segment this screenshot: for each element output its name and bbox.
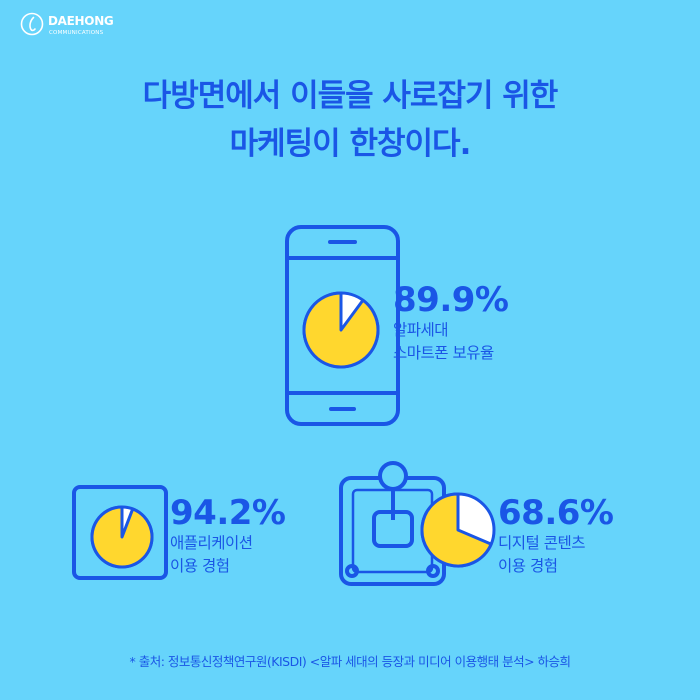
stat-desc-line-2: 이용 경험 bbox=[170, 557, 230, 575]
stat-desc-line-1: 애플리케이션 bbox=[170, 534, 253, 552]
tablet-icon bbox=[72, 485, 168, 580]
pie-slice bbox=[90, 505, 154, 569]
stat-desc-line-2: 이용 경험 bbox=[498, 557, 558, 575]
headline-line-1: 다방면에서 이들을 사로잡기 위한 bbox=[142, 78, 559, 114]
source-footnote: * 출처: 정보통신정책연구원(KISDI) <알파 세대의 등장과 미디어 이… bbox=[129, 654, 571, 669]
logo-mark-icon bbox=[20, 12, 44, 36]
stat-smartphone: 89.9% 알파세대 스마트폰 보유율 bbox=[393, 280, 509, 365]
stat-percent: 89.9% bbox=[393, 280, 509, 320]
brand-logo: DAEHONG COMMUNICATIONS bbox=[20, 12, 130, 42]
brand-name: DAEHONG bbox=[48, 14, 114, 28]
pie-app-usage bbox=[90, 505, 154, 569]
stat-percent: 68.6% bbox=[498, 493, 614, 533]
stat-content: 68.6% 디지털 콘텐츠 이용 경험 bbox=[498, 493, 614, 578]
pie-smartphone-ownership bbox=[302, 291, 380, 369]
pie-slice bbox=[302, 291, 380, 369]
stat-desc-line-1: 알파세대 bbox=[393, 321, 449, 339]
headline-line-2: 마케팅이 한창이다. bbox=[229, 126, 472, 162]
joystick-icon bbox=[339, 461, 446, 586]
stat-app: 94.2% 애플리케이션 이용 경험 bbox=[170, 493, 286, 578]
stat-desc-line-1: 디지털 콘텐츠 bbox=[498, 534, 586, 552]
pie-slice bbox=[420, 492, 493, 568]
headline: 다방면에서 이들을 사로잡기 위한 마케팅이 한창이다. bbox=[0, 72, 700, 168]
brand-sub: COMMUNICATIONS bbox=[49, 30, 104, 36]
pie-digital-content bbox=[420, 492, 496, 568]
smartphone-icon bbox=[285, 225, 400, 426]
stat-percent: 94.2% bbox=[170, 493, 286, 533]
stat-desc-line-2: 스마트폰 보유율 bbox=[393, 344, 494, 362]
